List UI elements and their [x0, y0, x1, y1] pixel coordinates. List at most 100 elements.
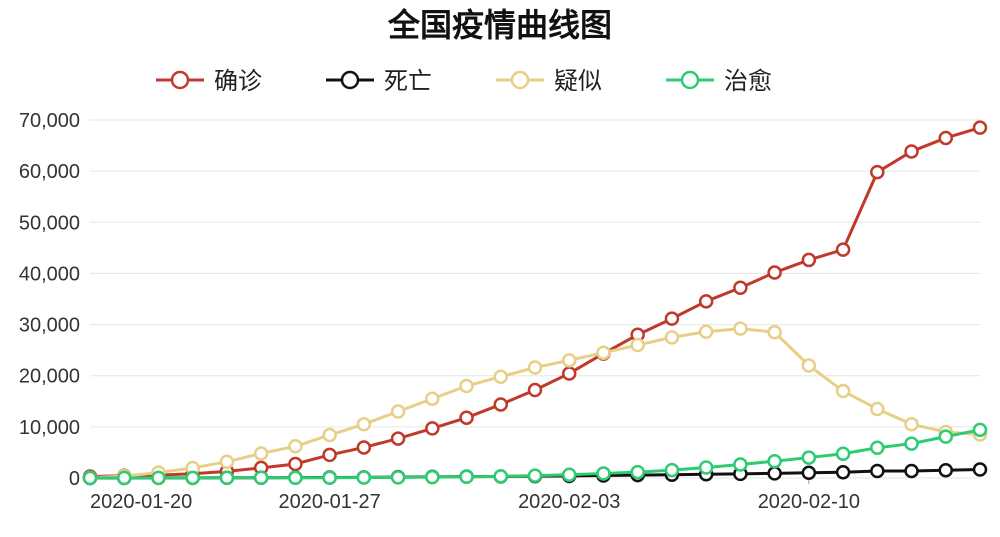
series-marker-suspected	[221, 456, 233, 468]
series-marker-confirmed	[426, 422, 438, 434]
gridlines	[90, 120, 980, 478]
series-marker-confirmed	[358, 441, 370, 453]
legend-item-cured: 治愈	[666, 68, 772, 95]
legend-marker-icon	[172, 72, 188, 88]
series-marker-confirmed	[324, 449, 336, 461]
series-marker-suspected	[563, 354, 575, 366]
y-tick-label: 40,000	[19, 263, 80, 285]
series-marker-deaths	[803, 467, 815, 479]
legend-label: 死亡	[384, 68, 432, 95]
legend-item-confirmed: 确诊	[156, 68, 262, 95]
series-marker-confirmed	[529, 384, 541, 396]
chart-svg: 全国疫情曲线图 确诊 死亡 疑似 治愈 0 10,000 20,000 30,000 40,0…	[0, 0, 1000, 537]
series-marker-suspected	[358, 418, 370, 430]
legend-marker-icon	[682, 72, 698, 88]
series-marker-suspected	[255, 447, 267, 459]
series-marker-suspected	[734, 323, 746, 335]
series-marker-suspected	[871, 403, 883, 415]
series-marker-confirmed	[974, 122, 986, 134]
series-marker-suspected	[666, 331, 678, 343]
y-tick-label: 20,000	[19, 366, 80, 388]
series-marker-suspected	[461, 380, 473, 392]
series-marker-cured	[940, 431, 952, 443]
y-axis: 0 10,000 20,000 30,000 40,000 50,000 60,000 70,…	[19, 110, 80, 490]
series-marker-confirmed	[461, 412, 473, 424]
y-tick-label: 70,000	[19, 110, 80, 132]
x-axis: 2020-01-20 2020-01-27 2020-02-03 2020-02-10	[90, 478, 860, 513]
series-marker-cured	[769, 455, 781, 467]
series-marker-suspected	[426, 393, 438, 405]
series-marker-cured	[837, 448, 849, 460]
legend: 确诊 死亡 疑似 治愈	[156, 68, 772, 95]
series-marker-suspected	[495, 371, 507, 383]
series-marker-confirmed	[734, 282, 746, 294]
series-marker-cured	[221, 472, 233, 484]
series-marker-confirmed	[495, 398, 507, 410]
chart-container: 全国疫情曲线图 确诊 死亡 疑似 治愈 0 10,000 20,000 30,000 40,0…	[0, 0, 1000, 537]
series-marker-confirmed	[666, 313, 678, 325]
series-marker-cured	[289, 472, 301, 484]
series-marker-confirmed	[289, 458, 301, 470]
series-marker-deaths	[974, 463, 986, 475]
series-marker-cured	[255, 472, 267, 484]
series-marker-confirmed	[769, 267, 781, 279]
series-marker-cured	[563, 469, 575, 481]
series-marker-suspected	[700, 326, 712, 338]
series-marker-confirmed	[837, 244, 849, 256]
series-marker-confirmed	[700, 295, 712, 307]
series-marker-suspected	[632, 339, 644, 351]
series-marker-suspected	[289, 440, 301, 452]
series-marker-confirmed	[940, 132, 952, 144]
series-marker-confirmed	[871, 166, 883, 178]
legend-marker-icon	[342, 72, 358, 88]
series-marker-suspected	[803, 359, 815, 371]
series-marker-cured	[324, 472, 336, 484]
x-tick-label: 2020-01-20	[90, 491, 192, 513]
series-marker-suspected	[529, 362, 541, 374]
series-marker-cured	[597, 467, 609, 479]
series-marker-deaths	[871, 465, 883, 477]
legend-label: 治愈	[724, 68, 772, 95]
series-marker-cured	[974, 424, 986, 436]
y-tick-label: 0	[69, 468, 80, 490]
series-marker-confirmed	[906, 145, 918, 157]
series-line-confirmed	[90, 128, 980, 477]
y-tick-label: 30,000	[19, 315, 80, 337]
series-marker-cured	[461, 471, 473, 483]
series-marker-cured	[187, 472, 199, 484]
series-marker-cured	[84, 472, 96, 484]
series-marker-suspected	[597, 347, 609, 359]
series-marker-cured	[392, 471, 404, 483]
series-marker-suspected	[324, 429, 336, 441]
series-marker-deaths	[940, 464, 952, 476]
y-tick-label: 50,000	[19, 212, 80, 234]
x-tick-label: 2020-01-27	[278, 491, 380, 513]
series-marker-cured	[906, 438, 918, 450]
legend-item-suspected: 疑似	[496, 68, 602, 95]
x-tick-label: 2020-02-03	[518, 491, 620, 513]
series-marker-cured	[632, 466, 644, 478]
series-marker-cured	[700, 462, 712, 474]
series-group	[84, 122, 986, 484]
series-marker-cured	[871, 442, 883, 454]
series-marker-suspected	[906, 418, 918, 430]
series-marker-confirmed	[803, 254, 815, 266]
legend-marker-icon	[512, 72, 528, 88]
series-marker-confirmed	[563, 367, 575, 379]
series-marker-deaths	[906, 465, 918, 477]
series-marker-deaths	[769, 467, 781, 479]
series-marker-cured	[358, 471, 370, 483]
series-marker-suspected	[837, 385, 849, 397]
series-marker-cured	[666, 464, 678, 476]
y-tick-label: 10,000	[19, 417, 80, 439]
series-marker-deaths	[837, 466, 849, 478]
legend-label: 疑似	[554, 68, 602, 95]
y-tick-label: 60,000	[19, 161, 80, 183]
series-marker-cured	[118, 472, 130, 484]
chart-title: 全国疫情曲线图	[387, 7, 612, 43]
x-tick-label: 2020-02-10	[758, 491, 860, 513]
series-marker-confirmed	[392, 433, 404, 445]
series-marker-cured	[152, 472, 164, 484]
series-marker-cured	[803, 452, 815, 464]
legend-label: 确诊	[214, 68, 262, 95]
